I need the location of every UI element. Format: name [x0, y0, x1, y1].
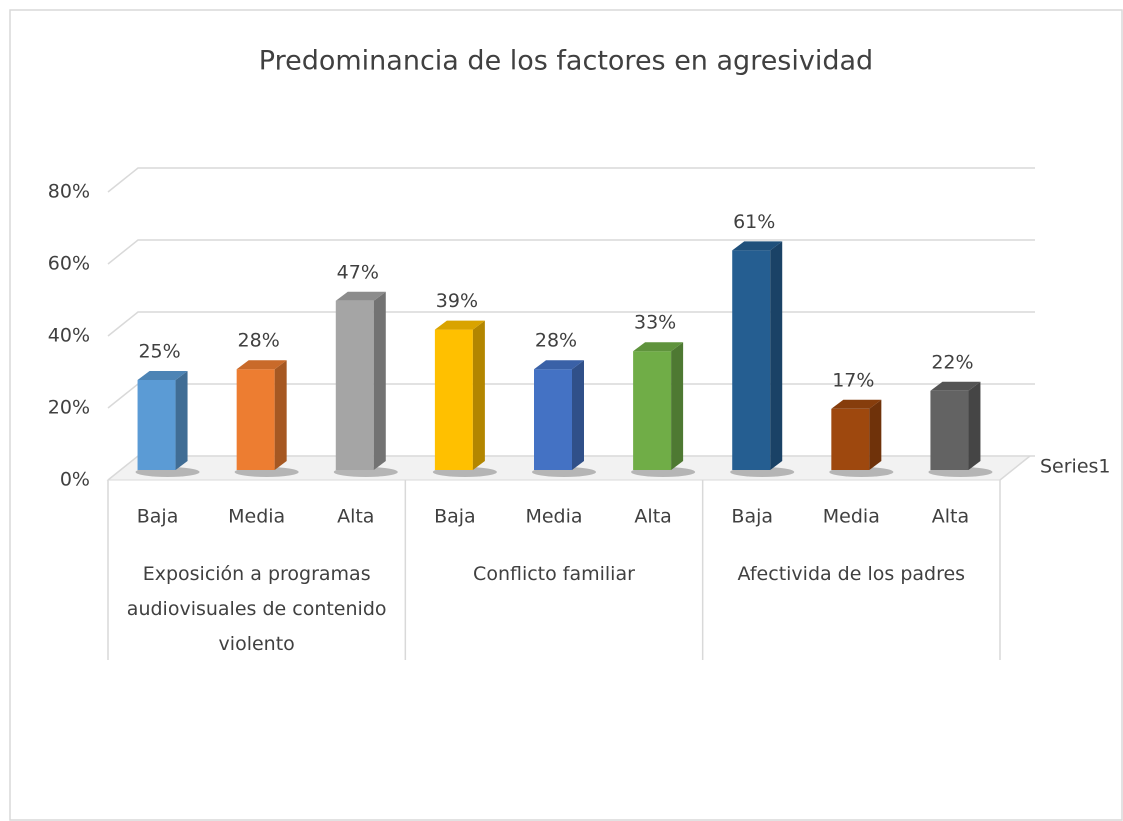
bar-side: [968, 381, 981, 470]
data-label: 39%: [436, 290, 478, 312]
bar-top: [732, 241, 783, 251]
bar: [829, 399, 894, 477]
group-label: Conflicto familiar: [473, 563, 635, 585]
bar: [432, 320, 497, 477]
bar-front: [633, 351, 672, 470]
y-tick-label: 60%: [48, 253, 90, 275]
group-label: Exposición a programas audiovisuales de …: [126, 563, 387, 655]
grid-line: [107, 167, 1035, 193]
group-label-box: Exposición a programas audiovisuales de …: [126, 563, 387, 655]
x-tick-label: Alta: [634, 506, 671, 528]
bar-side: [770, 241, 783, 470]
bar-front: [335, 300, 374, 470]
x-tick-label: Baja: [731, 506, 773, 528]
bar: [135, 371, 200, 477]
bar: [928, 381, 993, 477]
bar-front: [732, 250, 771, 470]
bar-top: [335, 291, 386, 301]
x-tick-label: Baja: [137, 506, 179, 528]
bar: [631, 342, 696, 477]
data-label: 17%: [832, 369, 874, 391]
group-label-box: Conflicto familiar: [473, 563, 635, 585]
bar-top: [831, 399, 882, 409]
bar-front: [831, 408, 870, 470]
bar-side: [572, 360, 584, 470]
bar-side: [373, 291, 386, 470]
y-tick-label: 40%: [48, 325, 90, 347]
x-tick-label: Media: [823, 506, 880, 528]
data-label: 28%: [238, 330, 280, 352]
y-tick-label: 0%: [60, 469, 90, 491]
bar-side: [671, 342, 684, 470]
series-label: Series1: [1040, 456, 1111, 478]
bar-front: [236, 369, 275, 470]
bar: [234, 360, 299, 477]
bar-side: [274, 360, 287, 470]
x-tick-label: Media: [525, 506, 582, 528]
data-label: 25%: [138, 341, 180, 363]
y-tick-label: 20%: [48, 397, 90, 419]
bar-top: [534, 360, 584, 370]
bar-top: [137, 371, 188, 380]
data-label: 28%: [535, 330, 577, 352]
group-label-box: Afectivida de los padres: [737, 563, 966, 585]
grid-line: [107, 239, 1035, 265]
depth-axis: [999, 455, 1031, 481]
bar-front: [930, 390, 969, 470]
x-tick-label: Baja: [434, 506, 476, 528]
bar-side: [175, 371, 188, 470]
bar-front: [137, 380, 176, 470]
group-label: Afectivida de los padres: [737, 563, 966, 585]
bar-top: [930, 381, 981, 391]
y-tick-label: 80%: [48, 181, 90, 203]
bar-top: [434, 320, 485, 330]
data-label: 47%: [337, 261, 379, 283]
bar-side: [869, 399, 882, 470]
bar-front: [534, 369, 572, 470]
x-tick-label: Media: [228, 506, 285, 528]
bar: [730, 241, 795, 477]
bar: [532, 360, 596, 477]
bar-top: [633, 342, 684, 352]
data-label: 22%: [931, 351, 973, 373]
chart-title: Predominancia de los factores en agresiv…: [259, 46, 873, 77]
bar: [333, 291, 398, 477]
x-tick-label: Alta: [932, 506, 969, 528]
x-tick-label: Alta: [337, 506, 374, 528]
bar-top: [236, 360, 287, 370]
data-label: 61%: [733, 211, 775, 233]
bar-side: [472, 320, 485, 470]
data-label: 33%: [634, 312, 676, 334]
bar-front: [434, 329, 473, 470]
